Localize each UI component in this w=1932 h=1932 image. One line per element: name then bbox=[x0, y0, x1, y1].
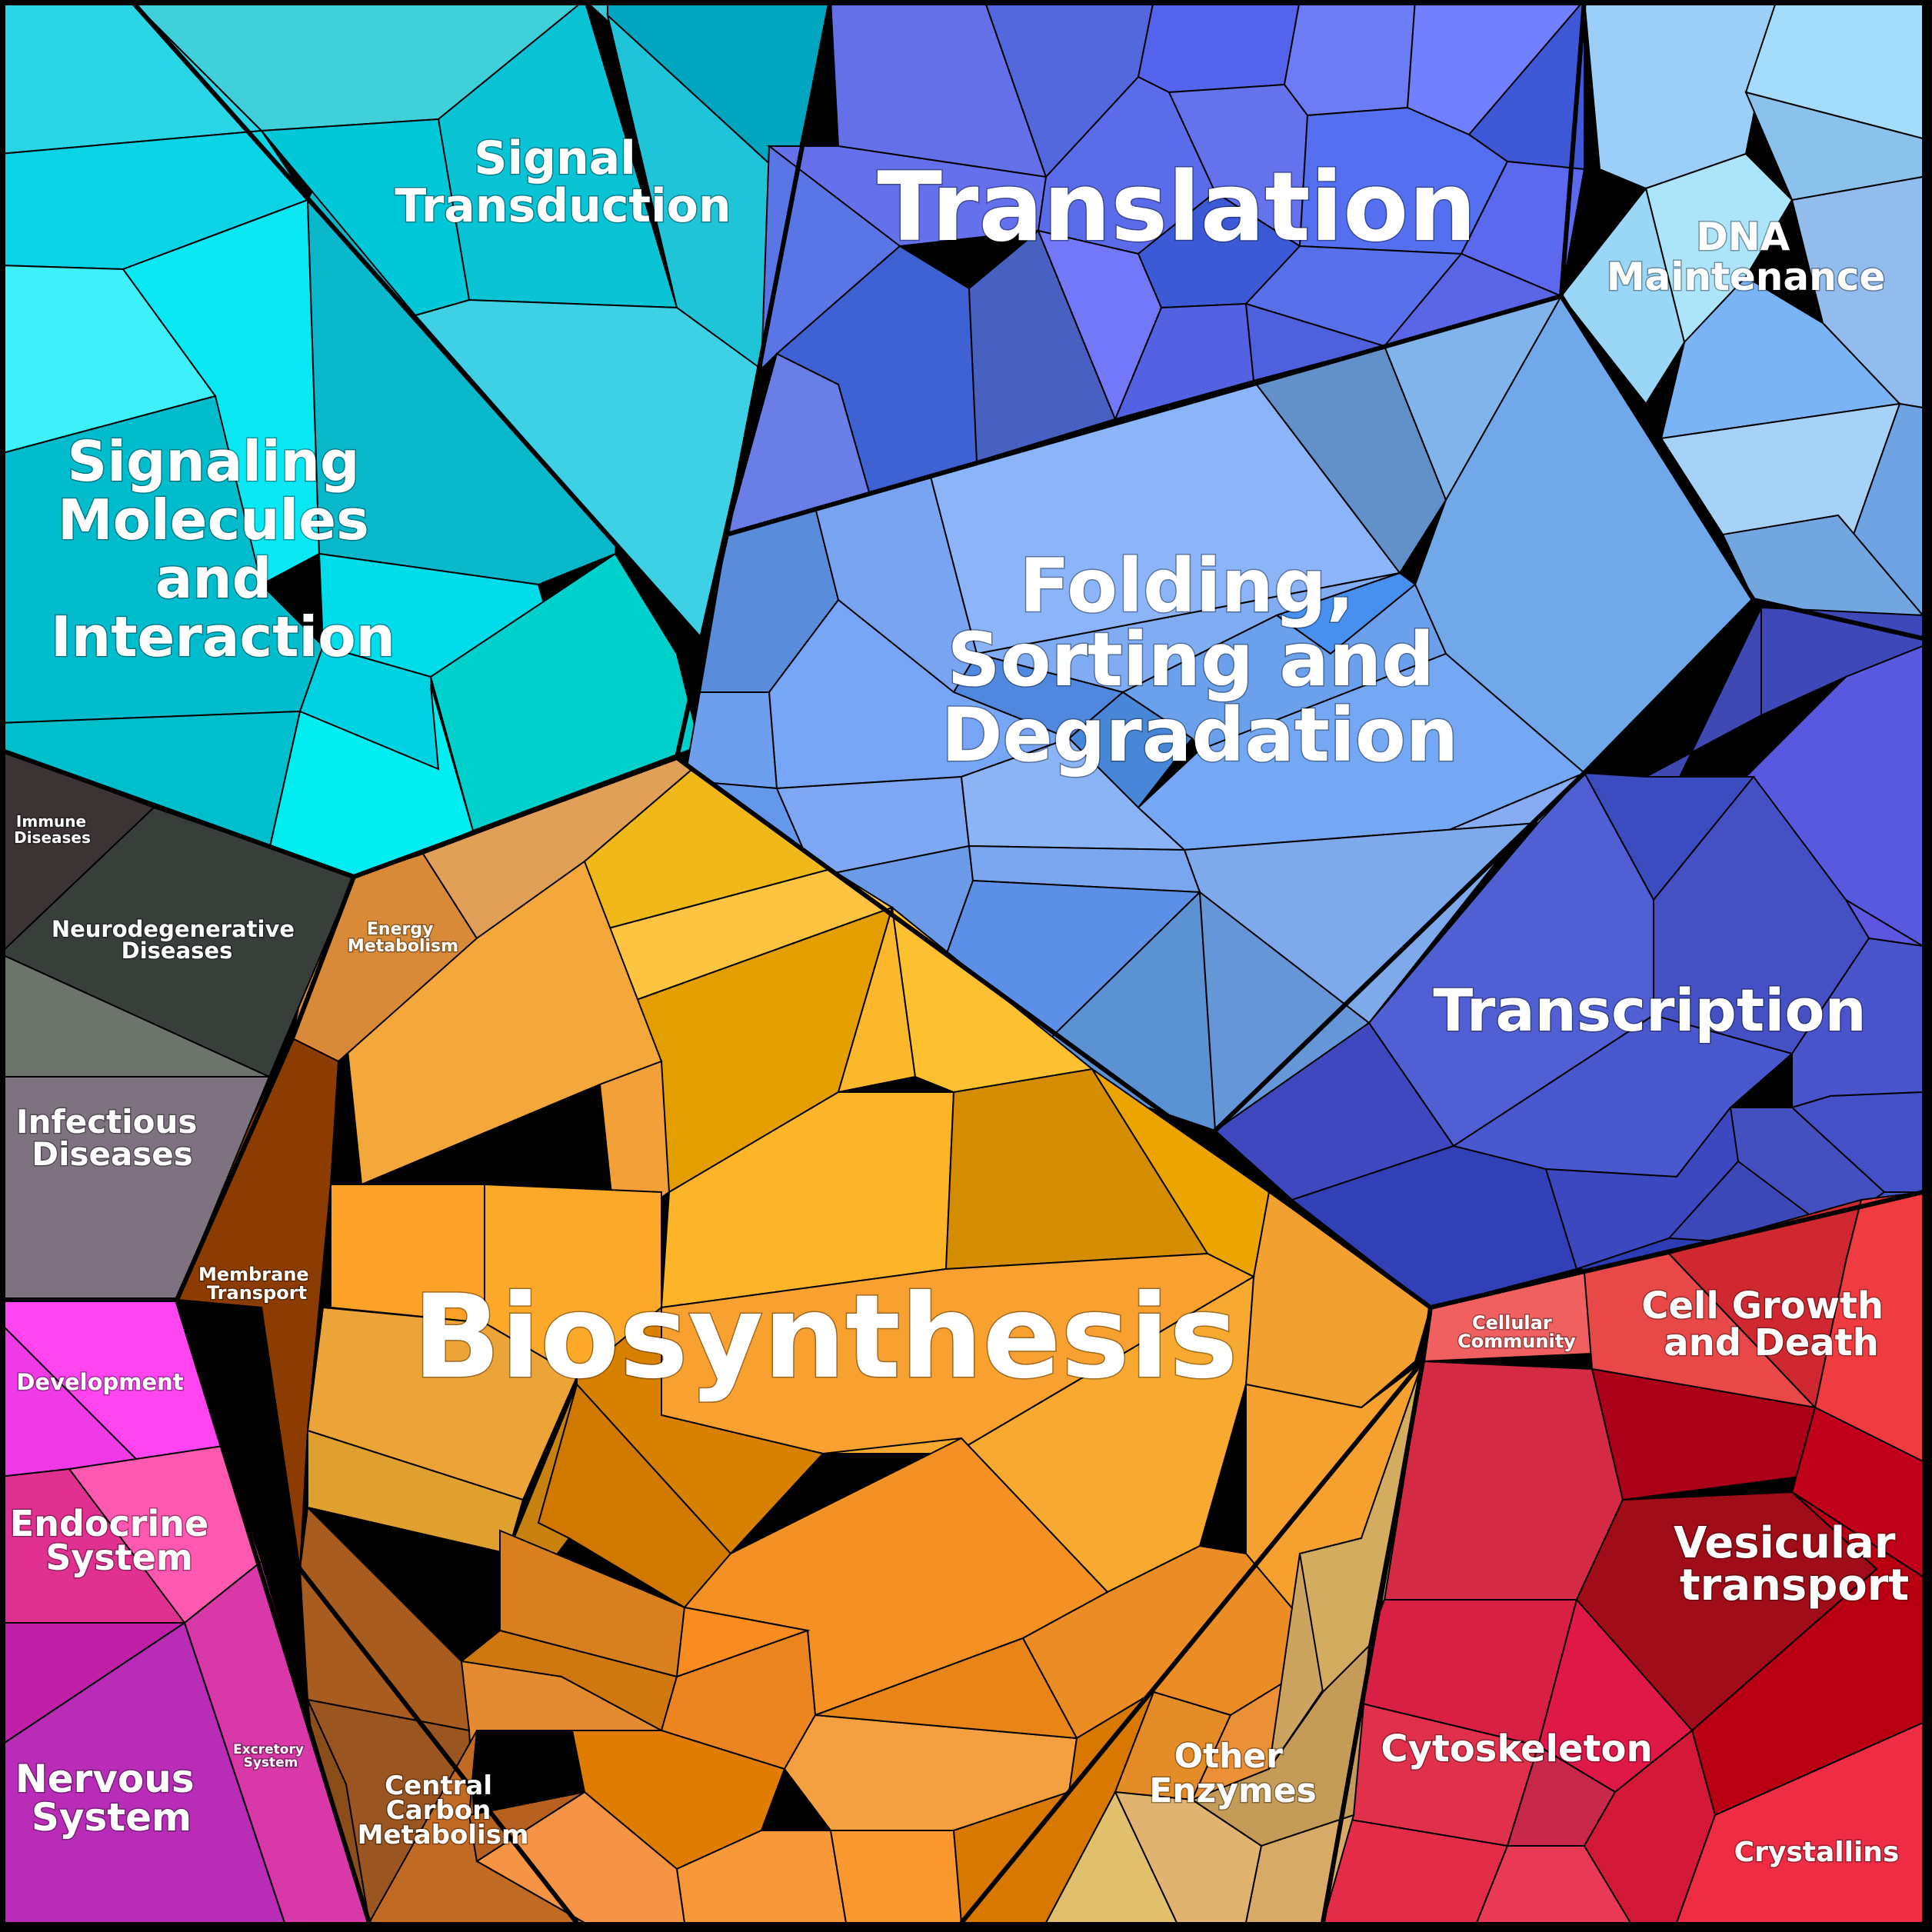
label-central-carbon: Central Carbon Metabolism bbox=[358, 1770, 529, 1850]
label-dna-maintenance: DNA Maintenance bbox=[1607, 215, 1886, 299]
region-translation[interactable] bbox=[725, 0, 1586, 536]
labels: Signaling Molecules and Interaction Sign… bbox=[8, 131, 1910, 1870]
region-transcription[interactable] bbox=[1214, 606, 1924, 1309]
label-translation: Translation bbox=[877, 152, 1476, 263]
label-signaling-molecules: Signaling Molecules and Interaction bbox=[51, 429, 395, 669]
label-folding: Folding, Sorting and Degradation bbox=[941, 543, 1461, 778]
label-cellular-community: Cellular Community bbox=[1457, 1312, 1576, 1352]
label-cell-growth: Cell Growth and Death bbox=[1641, 1284, 1897, 1364]
region-infectious-diseases[interactable] bbox=[0, 952, 271, 1301]
region-central-carbon[interactable] bbox=[298, 1505, 588, 1924]
label-crystallins: Crystallins bbox=[1734, 1837, 1900, 1868]
label-other-enzymes: Other Enzymes bbox=[1149, 1737, 1317, 1810]
label-biosynthesis: Biosynthesis bbox=[413, 1271, 1238, 1404]
label-infectious-diseases: Infectious Diseases bbox=[16, 1103, 208, 1173]
label-excretory-system: Excretory System bbox=[233, 1742, 308, 1770]
label-transcription: Transcription bbox=[1433, 976, 1866, 1044]
label-membrane-transport: Membrane Transport bbox=[198, 1264, 315, 1304]
label-endocrine-system: Endocrine System bbox=[10, 1503, 221, 1578]
label-cytoskeleton: Cytoskeleton bbox=[1381, 1727, 1652, 1770]
region-dna-maintenance[interactable] bbox=[1560, 0, 1924, 640]
label-vesicular-transport: Vesicular transport bbox=[1674, 1518, 1910, 1611]
label-nervous-system: Nervous System bbox=[15, 1757, 208, 1840]
label-energy-metabolism: Energy Metabolism bbox=[348, 920, 458, 956]
region-signal-transduction[interactable] bbox=[129, 0, 832, 641]
label-neurodegenerative-diseases: Neurodegenerative Diseases bbox=[52, 916, 302, 964]
label-immune-diseases: Immune Diseases bbox=[14, 812, 92, 847]
label-development: Development bbox=[16, 1369, 183, 1395]
region-cell-growth[interactable] bbox=[1314, 1191, 1924, 1924]
label-signal-transduction: Signal Transduction bbox=[395, 132, 731, 233]
region-endocrine-system[interactable] bbox=[0, 1444, 263, 1624]
